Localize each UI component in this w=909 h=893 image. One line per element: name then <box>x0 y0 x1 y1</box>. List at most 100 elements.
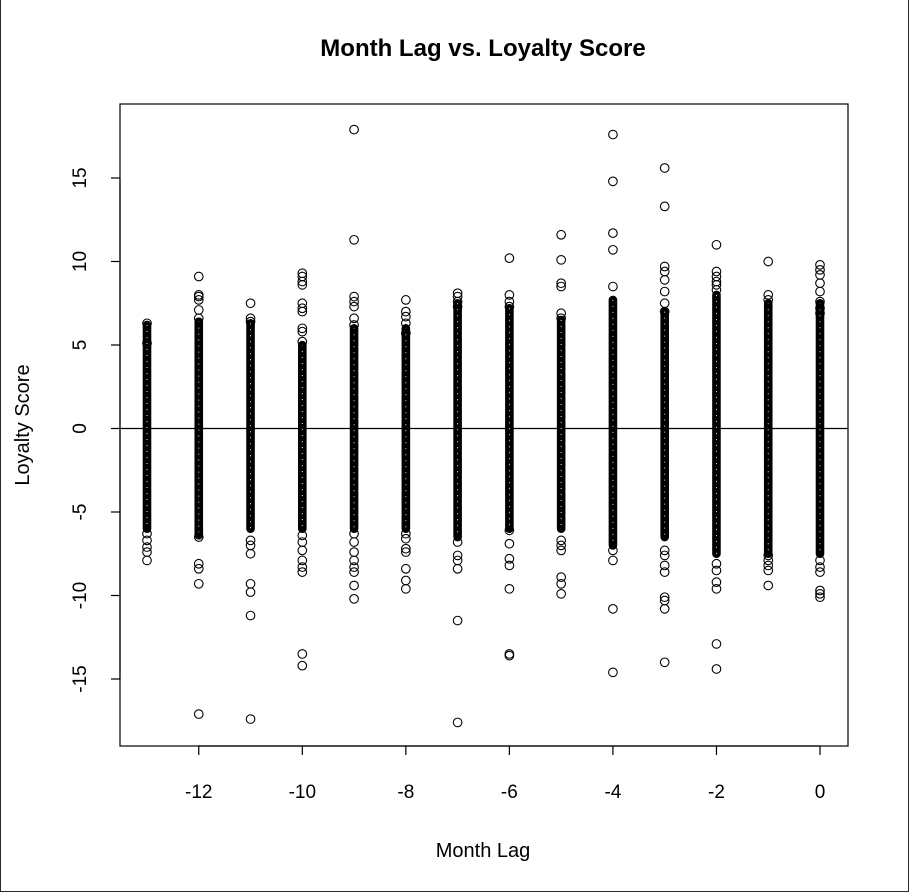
data-point <box>815 588 825 599</box>
data-point <box>659 592 670 603</box>
y-axis-label: Loyalty Score <box>12 364 34 485</box>
data-point <box>556 540 567 551</box>
dense-band <box>298 340 307 533</box>
data-point <box>297 306 308 317</box>
data-point <box>349 547 359 557</box>
data-point <box>142 528 152 539</box>
data-point <box>659 657 670 668</box>
data-point <box>193 305 204 315</box>
data-point <box>504 301 515 312</box>
data-point <box>297 336 308 347</box>
data-point <box>142 318 152 329</box>
data-point <box>659 567 670 577</box>
dense-point-bands <box>142 290 825 559</box>
x-axis-label: Month Lag <box>436 840 531 862</box>
data-point <box>297 545 308 556</box>
data-point <box>504 560 515 571</box>
y-tick-label: 5 <box>70 340 91 351</box>
data-point <box>245 535 256 546</box>
data-point <box>763 580 774 591</box>
data-point <box>400 311 411 322</box>
data-point <box>193 313 204 324</box>
chart-title: Month Lag vs. Loyalty Score <box>320 35 645 62</box>
data-point <box>245 587 256 598</box>
dense-band <box>815 298 825 559</box>
x-tick-label: -8 <box>397 782 414 803</box>
data-point <box>815 585 825 596</box>
data-point <box>711 266 722 277</box>
data-point <box>142 542 152 552</box>
data-point <box>608 604 618 614</box>
data-point <box>349 537 359 547</box>
data-point <box>245 714 256 724</box>
data-point <box>763 560 774 571</box>
y-axis: -15 -10 -5 0 5 10 15 <box>70 167 121 693</box>
data-point <box>608 244 618 255</box>
data-point <box>815 308 825 319</box>
data-point <box>349 580 359 591</box>
data-point <box>245 540 256 551</box>
data-point <box>556 545 567 556</box>
dense-band <box>142 320 152 533</box>
data-point <box>815 567 825 577</box>
data-point <box>297 562 308 572</box>
data-point <box>349 320 359 330</box>
dense-band <box>763 298 773 559</box>
y-tick-label: -10 <box>70 582 91 609</box>
data-point <box>297 555 308 566</box>
dense-band <box>401 324 411 533</box>
data-point <box>659 261 670 272</box>
data-point <box>452 717 463 728</box>
data-point <box>297 280 308 290</box>
data-point <box>297 649 308 659</box>
data-point <box>608 281 618 292</box>
data-point <box>659 560 670 571</box>
dense-band <box>349 324 359 533</box>
data-point <box>659 545 670 556</box>
data-point <box>659 550 670 561</box>
data-point <box>815 562 825 572</box>
data-point <box>245 316 256 327</box>
data-point <box>452 291 463 302</box>
data-point <box>711 239 722 250</box>
data-point <box>504 290 515 300</box>
data-point <box>763 550 774 561</box>
data-point <box>193 563 204 574</box>
data-point <box>142 535 152 546</box>
data-point <box>711 565 722 576</box>
data-point <box>711 639 722 649</box>
data-point <box>815 296 825 307</box>
x-tick-label: -4 <box>604 782 621 803</box>
data-point <box>659 298 670 309</box>
data-point <box>297 537 308 547</box>
data-point <box>245 578 256 589</box>
scatter-points <box>142 124 825 728</box>
data-point <box>193 709 204 719</box>
data-point <box>815 270 825 280</box>
data-point <box>349 291 359 302</box>
dense-band <box>194 317 204 540</box>
data-point <box>452 296 463 307</box>
data-point <box>815 592 825 603</box>
y-tick-label: 15 <box>70 167 91 188</box>
data-point <box>400 528 411 539</box>
data-point <box>142 338 152 349</box>
data-point <box>452 550 463 561</box>
data-point <box>400 306 411 317</box>
data-point <box>452 555 463 566</box>
data-point <box>349 593 359 604</box>
data-point <box>504 296 515 307</box>
data-point <box>659 201 670 212</box>
data-point <box>297 326 308 337</box>
data-point <box>815 278 825 289</box>
data-point <box>400 575 411 586</box>
data-point <box>193 578 204 589</box>
dense-band <box>660 307 669 542</box>
data-point <box>193 291 204 302</box>
data-point <box>400 543 411 554</box>
data-point <box>608 129 618 140</box>
dense-band <box>505 303 514 533</box>
data-point <box>711 583 722 594</box>
data-point <box>763 295 774 305</box>
y-tick-label: -15 <box>70 665 91 692</box>
